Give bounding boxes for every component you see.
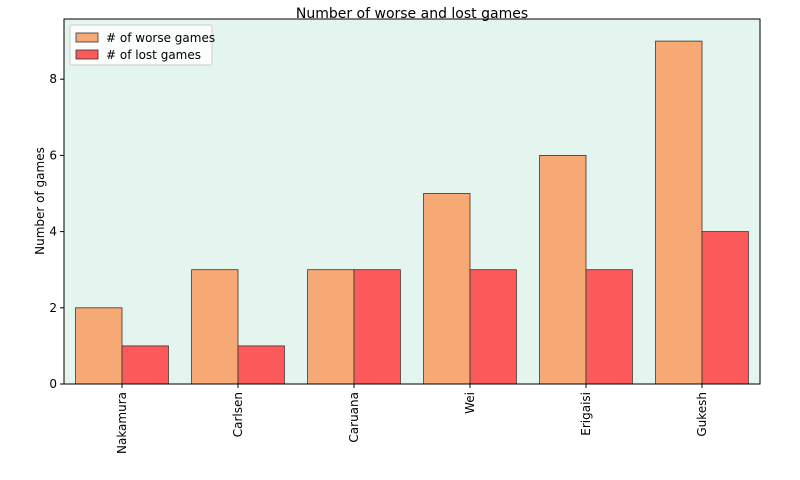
legend: # of worse games # of lost games — [69, 24, 215, 66]
y-tick-label: 0 — [49, 377, 57, 391]
bar — [307, 269, 355, 385]
bar — [469, 269, 517, 385]
x-tick-label: Carlsen — [231, 392, 245, 437]
y-tick-label: 8 — [49, 72, 57, 86]
legend-label: # of lost games — [106, 48, 201, 62]
x-tick-label: Gukesh — [695, 392, 709, 437]
plot-background — [64, 19, 760, 384]
legend-swatch — [75, 49, 99, 60]
bar — [655, 40, 703, 385]
y-tick-label: 2 — [49, 301, 57, 315]
bar — [539, 154, 587, 385]
bar — [191, 269, 239, 385]
legend-swatch — [75, 32, 99, 43]
y-tick-label: 6 — [49, 148, 57, 162]
legend-box — [69, 24, 213, 66]
x-tick-label: Wei — [463, 392, 477, 414]
bar — [423, 193, 471, 385]
bar — [701, 231, 749, 385]
x-tick-label: Nakamura — [115, 392, 129, 454]
x-tick-label: Caruana — [347, 392, 361, 443]
bar — [75, 307, 123, 385]
bar — [353, 269, 401, 385]
bar — [585, 269, 633, 385]
legend-label: # of worse games — [106, 31, 215, 45]
chart-title: Number of worse and lost games — [296, 6, 528, 22]
y-tick-label: 4 — [49, 225, 57, 239]
plot-frame — [63, 18, 761, 385]
bar — [237, 345, 285, 385]
x-tick-label: Erigaisi — [579, 392, 593, 436]
y-axis-label: Number of games — [33, 147, 47, 255]
bar — [121, 345, 169, 385]
